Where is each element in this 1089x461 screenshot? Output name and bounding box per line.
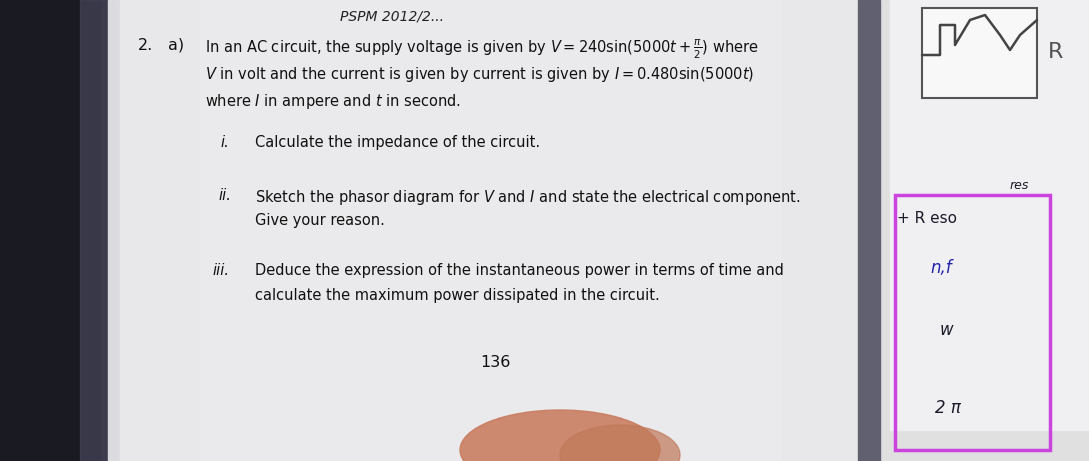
Text: 2 π: 2 π bbox=[935, 399, 960, 417]
Bar bbox=[79, 0, 120, 461]
Text: calculate the maximum power dissipated in the circuit.: calculate the maximum power dissipated i… bbox=[255, 288, 660, 303]
Bar bbox=[922, 8, 1037, 98]
Text: Deduce the expression of the instantaneous power in terms of time and: Deduce the expression of the instantaneo… bbox=[255, 263, 784, 278]
Text: res: res bbox=[1010, 179, 1029, 192]
Text: ii.: ii. bbox=[218, 188, 231, 203]
Text: n,f: n,f bbox=[930, 259, 952, 277]
Text: R: R bbox=[1048, 42, 1063, 62]
Text: $V$ in volt and the current is given by current is given by $I = 0.480\sin(5000t: $V$ in volt and the current is given by … bbox=[205, 65, 755, 84]
Bar bbox=[858, 0, 880, 461]
Text: iii.: iii. bbox=[212, 263, 229, 278]
Text: PSPM 2012/2...: PSPM 2012/2... bbox=[340, 10, 444, 24]
Text: 2.: 2. bbox=[138, 38, 154, 53]
Ellipse shape bbox=[560, 425, 680, 461]
Polygon shape bbox=[200, 0, 780, 461]
Bar bbox=[870, 0, 1089, 461]
Text: Give your reason.: Give your reason. bbox=[255, 213, 384, 228]
Text: + R eso: + R eso bbox=[897, 211, 957, 225]
Text: Calculate the impedance of the circuit.: Calculate the impedance of the circuit. bbox=[255, 135, 540, 150]
Polygon shape bbox=[108, 0, 870, 461]
Text: a): a) bbox=[168, 38, 184, 53]
Bar bbox=[0, 0, 100, 461]
Ellipse shape bbox=[460, 410, 660, 461]
Polygon shape bbox=[120, 0, 860, 461]
Text: Sketch the phasor diagram for $V$ and $I$ and state the electrical component.: Sketch the phasor diagram for $V$ and $I… bbox=[255, 188, 800, 207]
Text: 136: 136 bbox=[480, 355, 511, 370]
Text: In an AC circuit, the supply voltage is given by $V = 240\sin(5000t + \frac{\pi}: In an AC circuit, the supply voltage is … bbox=[205, 38, 759, 61]
Text: w: w bbox=[940, 321, 954, 339]
Text: i.: i. bbox=[220, 135, 229, 150]
Text: where $I$ in ampere and $t$ in second.: where $I$ in ampere and $t$ in second. bbox=[205, 92, 461, 111]
Bar bbox=[890, 0, 1089, 430]
